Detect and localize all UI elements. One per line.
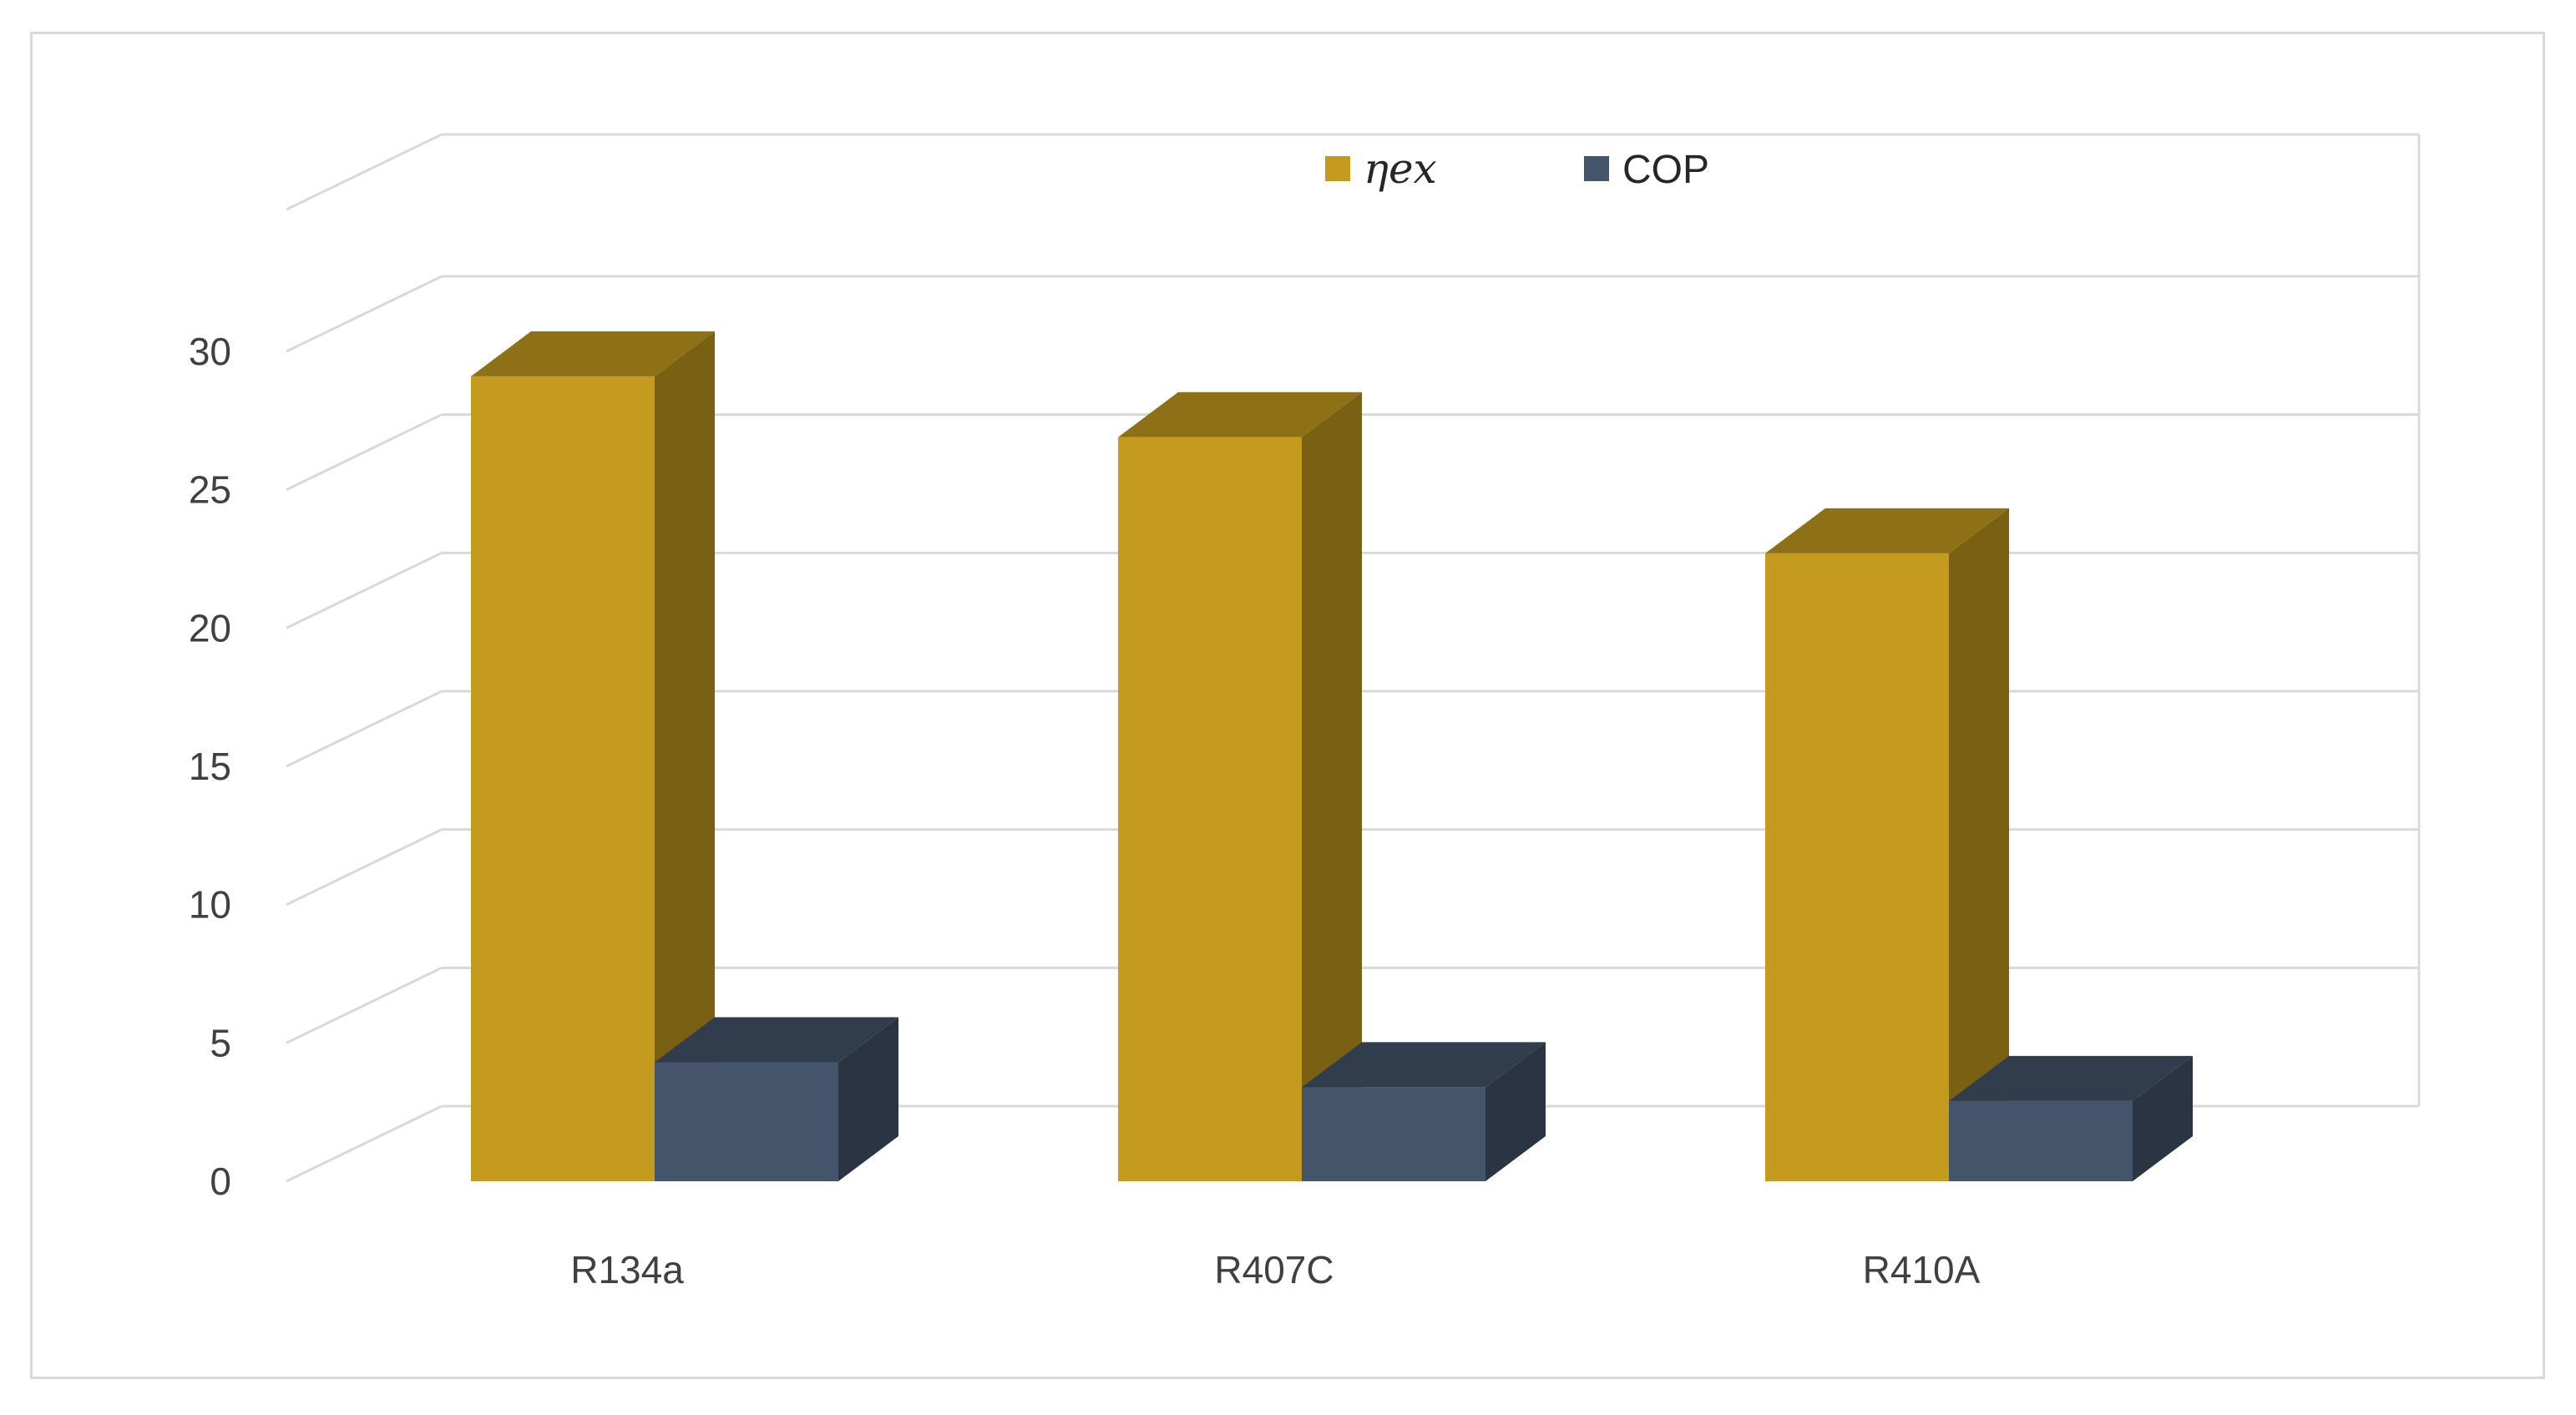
x-axis-categories: R134a R407C R410A: [570, 1248, 1980, 1291]
bar-ηex-R407C: [1118, 392, 1362, 1181]
x-category-label: R407C: [1214, 1248, 1334, 1291]
y-tick-label: 30: [189, 330, 231, 373]
legend-label: ηex: [1364, 144, 1437, 193]
bar-top: [1302, 1042, 1546, 1088]
bar-front: [1302, 1087, 1485, 1181]
bar-front: [655, 1062, 838, 1181]
bar-side: [1949, 508, 2009, 1181]
gridline-side: [286, 275, 443, 353]
x-category-label: R410A: [1863, 1248, 1981, 1291]
bar-side: [838, 1017, 898, 1181]
legend-swatch: [1584, 156, 1609, 181]
bar-front: [1765, 553, 1949, 1181]
bar-COP-R407C: [1302, 1042, 1546, 1181]
bar-top: [655, 1017, 898, 1063]
bar-COP-R410A: [1949, 1055, 2193, 1181]
y-tick-label: 25: [189, 468, 231, 512]
bar-front: [1118, 437, 1302, 1181]
bar-top: [1765, 508, 2009, 553]
gridline-side: [286, 828, 443, 907]
y-tick-label: 20: [189, 606, 231, 649]
legend-swatch: [1325, 156, 1350, 181]
bar-side: [1302, 392, 1362, 1181]
bar-chart: 0 5 10 15 20 25 30 R134a R407C R410A ηex COP: [189, 133, 2421, 1291]
y-tick-label: 10: [189, 883, 231, 927]
bar-side: [2133, 1055, 2193, 1181]
bar-top: [1118, 392, 1362, 437]
gridline-side: [286, 966, 443, 1044]
y-tick-label: 0: [210, 1160, 231, 1203]
gridline-side: [286, 413, 443, 492]
y-tick-label: 5: [210, 1021, 231, 1064]
gridline-side: [286, 690, 443, 768]
bar-ηex-R410A: [1765, 508, 2009, 1181]
bar-front: [1949, 1100, 2133, 1181]
bar-front: [471, 376, 655, 1181]
bar-ηex-R134a: [471, 331, 715, 1181]
bar-side: [1485, 1042, 1546, 1181]
x-category-label: R134a: [570, 1248, 684, 1291]
chart-frame: 0 5 10 15 20 25 30 R134a R407C R410A ηex COP: [30, 32, 2545, 1379]
y-axis-ticks: 0 5 10 15 20 25 30: [189, 330, 231, 1203]
bar-side: [655, 331, 715, 1181]
bar-top: [1949, 1055, 2193, 1101]
legend: ηex COP: [1325, 144, 1709, 193]
bars: [471, 331, 2193, 1181]
y-tick-label: 15: [189, 745, 231, 788]
side-wall-top: [286, 133, 443, 211]
bar-top: [471, 331, 715, 376]
bar-COP-R134a: [655, 1017, 898, 1181]
gridline-side: [286, 551, 443, 629]
legend-label: COP: [1622, 148, 1709, 192]
gridline-side: [286, 1104, 443, 1183]
